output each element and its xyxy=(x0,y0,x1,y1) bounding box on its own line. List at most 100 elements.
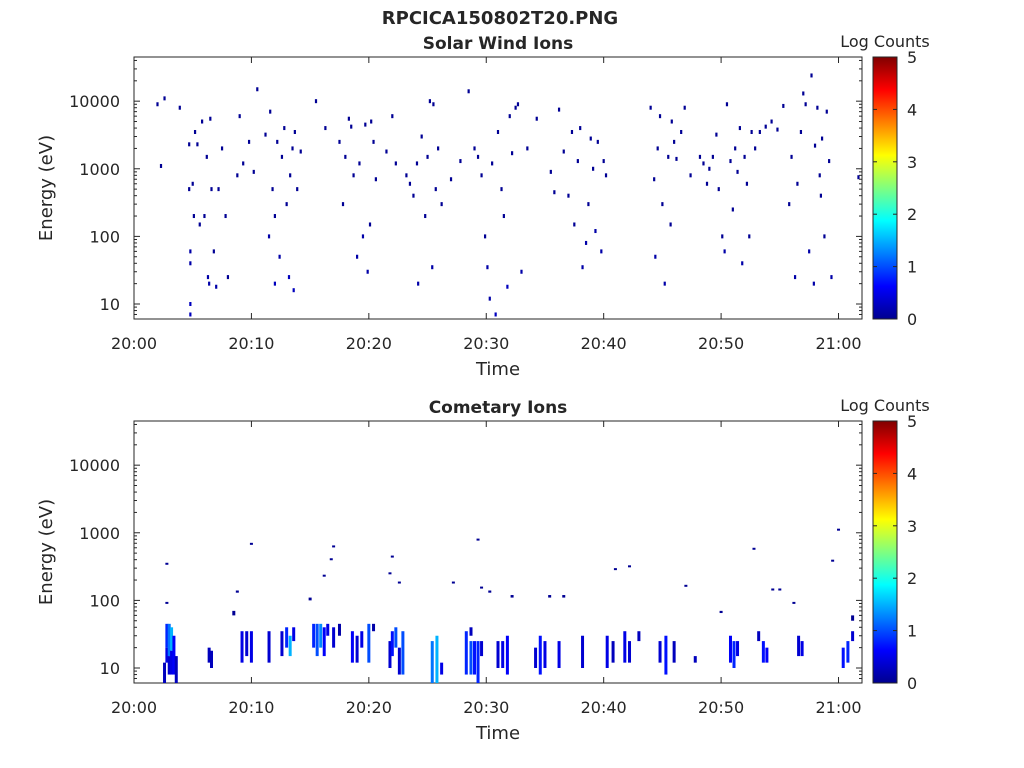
data-cell xyxy=(506,284,509,289)
data-cell xyxy=(420,134,423,139)
data-cell xyxy=(823,234,826,239)
data-cell xyxy=(165,647,169,663)
data-cell xyxy=(496,129,500,134)
data-cell xyxy=(412,193,415,198)
data-cell xyxy=(594,229,597,234)
x-tick-label: 20:40 xyxy=(581,698,627,717)
data-cell xyxy=(596,139,599,144)
data-cell xyxy=(283,126,286,131)
data-cell xyxy=(810,73,813,78)
x-tick-label: 20:30 xyxy=(463,698,509,717)
data-cell xyxy=(715,132,718,137)
data-cell xyxy=(252,169,255,174)
data-cell xyxy=(788,202,791,207)
x-tick-label: 20:30 xyxy=(463,334,509,353)
data-cell xyxy=(725,102,729,107)
data-cell xyxy=(191,181,194,186)
data-cell xyxy=(188,142,191,147)
data-cell xyxy=(201,119,204,124)
data-cell xyxy=(308,597,312,601)
data-cell xyxy=(587,202,590,207)
data-cell xyxy=(661,202,664,207)
x-axis-label: Time xyxy=(475,723,520,744)
data-cell xyxy=(711,154,714,159)
data-cell xyxy=(189,302,192,307)
data-cell xyxy=(734,146,737,151)
data-cell xyxy=(792,601,796,604)
data-cell xyxy=(837,528,841,531)
x-tick-label: 20:20 xyxy=(346,698,392,717)
data-cell xyxy=(500,187,503,192)
data-cell xyxy=(488,296,491,301)
data-cell xyxy=(364,122,367,127)
data-cell xyxy=(667,154,670,159)
data-cell xyxy=(256,87,259,92)
colorbar-tick-label: 2 xyxy=(907,569,917,588)
data-cell xyxy=(207,647,211,663)
data-cell xyxy=(440,202,443,207)
data-cell xyxy=(269,109,272,114)
data-cell xyxy=(793,275,797,280)
data-cell xyxy=(156,102,159,107)
data-cell xyxy=(494,312,497,317)
data-cell xyxy=(271,187,274,192)
data-cell xyxy=(557,641,561,669)
data-cell xyxy=(312,623,316,648)
data-cell xyxy=(473,641,477,675)
y-tick-label: 10000 xyxy=(69,456,120,475)
data-cell xyxy=(209,116,212,121)
x-tick-label: 20:50 xyxy=(698,698,744,717)
data-cell xyxy=(205,154,208,159)
data-cell xyxy=(581,635,585,669)
data-cell xyxy=(570,129,574,134)
data-cell xyxy=(178,105,181,110)
data-cell xyxy=(431,265,434,270)
data-cell xyxy=(553,190,556,195)
data-cell xyxy=(203,214,206,219)
data-cell xyxy=(292,627,296,642)
data-cell xyxy=(344,154,347,159)
data-cell xyxy=(800,641,804,657)
data-cell xyxy=(224,214,227,219)
data-cell xyxy=(799,129,803,134)
data-cell xyxy=(196,142,199,147)
data-cell xyxy=(501,641,505,669)
data-cell xyxy=(549,169,552,174)
data-cell xyxy=(480,641,484,657)
data-cell xyxy=(628,641,632,663)
data-cell xyxy=(174,656,178,683)
data-cell xyxy=(804,102,807,107)
data-cell xyxy=(505,635,509,675)
data-cell xyxy=(192,214,195,219)
data-cell xyxy=(728,635,732,663)
x-tick-label: 20:00 xyxy=(111,334,157,353)
data-cell xyxy=(435,635,439,683)
data-cell xyxy=(770,119,773,124)
data-cell xyxy=(502,214,505,219)
data-cell xyxy=(367,623,371,663)
data-cell xyxy=(440,662,444,675)
data-cell xyxy=(388,572,392,575)
data-cell xyxy=(738,126,741,131)
data-cell xyxy=(782,103,785,108)
data-cell xyxy=(289,173,292,178)
data-cell xyxy=(287,275,291,280)
data-cell xyxy=(705,181,709,186)
data-cell xyxy=(702,161,705,166)
data-cell xyxy=(417,281,420,286)
data-cell xyxy=(613,568,617,571)
data-cell xyxy=(816,105,819,110)
colorbar-gradient xyxy=(872,56,898,320)
data-cell xyxy=(480,586,484,589)
colorbar-label: Log Counts xyxy=(840,396,930,415)
data-cell xyxy=(828,159,831,164)
data-cell xyxy=(723,249,726,254)
data-cell xyxy=(236,173,239,178)
data-cell xyxy=(292,288,295,293)
data-cell xyxy=(729,159,732,164)
data-cell xyxy=(449,177,453,182)
figure-title: RPCICA150802T20.PNG xyxy=(382,8,618,29)
data-cell xyxy=(165,562,169,565)
colorbar-tick-label: 3 xyxy=(907,517,917,536)
